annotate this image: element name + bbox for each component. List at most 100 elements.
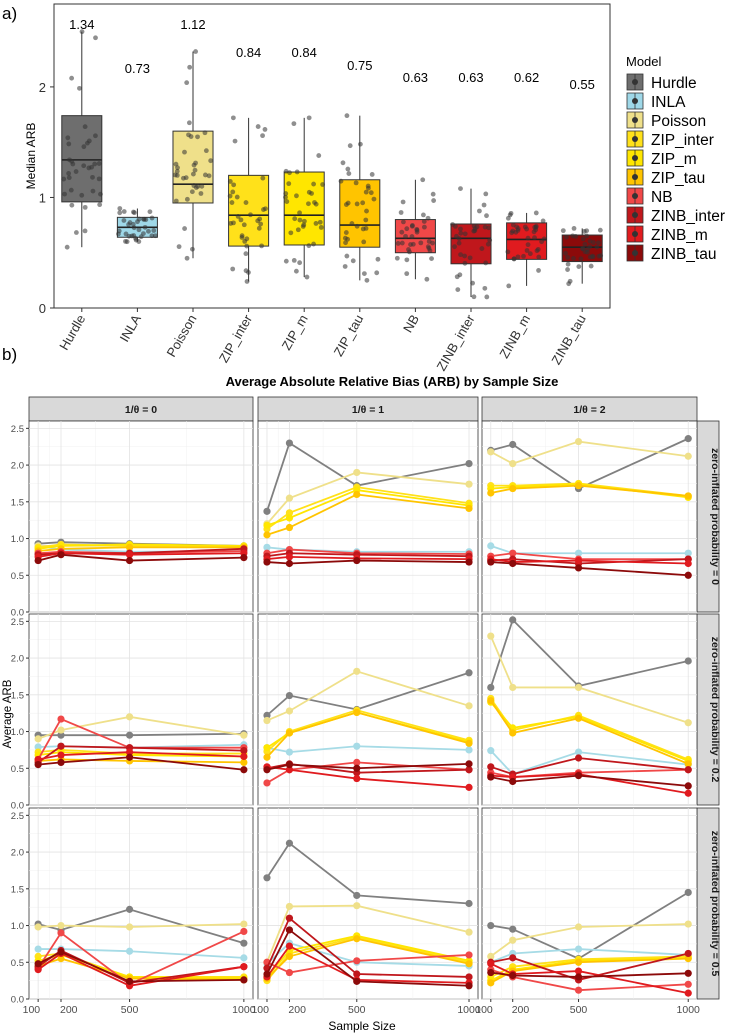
jitter-point [573, 234, 579, 239]
jitter-point [560, 228, 566, 234]
jitter-point [462, 231, 468, 237]
series-point [353, 758, 361, 766]
jitter-point [81, 144, 87, 150]
jitter-point [539, 239, 545, 245]
legend-label: INLA [651, 94, 686, 111]
jitter-point [227, 193, 233, 199]
jitter-point [292, 216, 298, 222]
series-point [125, 947, 134, 955]
jitter-point [576, 264, 582, 270]
jitter-point [360, 200, 366, 206]
jitter-point [283, 194, 288, 200]
series-point [285, 926, 294, 934]
facet-background [481, 807, 698, 1000]
series-line [266, 934, 470, 978]
jitter-point [193, 49, 199, 54]
jitter-point [414, 227, 420, 233]
series-point [487, 921, 495, 930]
jitter-point [206, 173, 212, 179]
series-point [34, 760, 42, 769]
jitter-point [227, 179, 233, 184]
series-point [465, 558, 473, 566]
jitter-point [462, 260, 468, 266]
series-point [240, 963, 248, 971]
jitter-point [590, 240, 596, 245]
jitter-point [565, 261, 571, 267]
series-point [353, 764, 361, 772]
facet-panel [28, 420, 254, 613]
series-point [574, 754, 583, 762]
series-point [353, 468, 361, 477]
y-axis-label: Average ARB [2, 679, 14, 748]
jitter-point [193, 185, 199, 190]
series-line [266, 904, 470, 963]
series-point [509, 777, 517, 786]
series-point [487, 448, 495, 456]
jitter-point [260, 133, 265, 139]
series-point [487, 489, 495, 497]
jitter-point [374, 270, 380, 276]
jitter-point [98, 191, 103, 197]
legend-item: ZIP_inter [626, 130, 714, 149]
series-point [285, 760, 294, 769]
jitter-point [565, 254, 571, 260]
jitter-point [297, 260, 303, 266]
series-point [57, 715, 65, 723]
series-point [487, 960, 495, 968]
jitter-point [143, 217, 149, 223]
jitter-point [581, 229, 587, 234]
jitter-point [532, 235, 537, 241]
x-tick-label: ZIP_m [279, 312, 311, 353]
series-point [465, 746, 473, 754]
series-point [57, 742, 65, 750]
jitter-point [66, 175, 72, 181]
jitter-point [284, 199, 290, 204]
series-point [509, 729, 517, 737]
jitter-point [92, 161, 98, 167]
facet-panel [28, 613, 254, 806]
jitter-point [140, 231, 146, 236]
legend-key-dot [632, 212, 638, 218]
jitter-point [409, 234, 415, 239]
median-annotation: 0.63 [403, 70, 428, 85]
jitter-point [184, 80, 190, 86]
legend-label: ZIP_m [651, 151, 697, 168]
series-point [465, 480, 473, 488]
jitter-point [536, 254, 542, 260]
jitter-point [587, 254, 593, 260]
series-line [266, 745, 470, 754]
series-line [37, 930, 245, 986]
series-point [285, 494, 294, 502]
jitter-point [304, 274, 310, 280]
jitter-point [408, 242, 413, 247]
facet-panel [481, 613, 698, 806]
jitter-point [306, 201, 311, 207]
series-point [574, 973, 583, 981]
jitter-point [260, 175, 266, 181]
jitter-point [471, 223, 477, 229]
series-point [240, 766, 248, 774]
y-tick-label: 1.5 [11, 884, 24, 895]
series-line [38, 756, 244, 771]
jitter-point [364, 208, 369, 214]
jitter-point [294, 169, 300, 175]
series-line [490, 757, 689, 776]
facet-strip-right-label: zero-inflated probability = 0.5 [709, 831, 721, 977]
x-axis-label: Sample Size [328, 1019, 396, 1033]
jitter-point [117, 206, 123, 211]
jitter-point [123, 231, 129, 237]
jitter-point [483, 260, 489, 266]
series-line [490, 545, 689, 555]
jitter-point [184, 255, 190, 261]
jitter-point [79, 29, 85, 35]
jitter-point [338, 178, 344, 184]
jitter-point [565, 267, 570, 272]
series-point [285, 968, 294, 977]
y-tick-label: 1.5 [11, 497, 24, 508]
facet-panel [257, 613, 479, 806]
series-line [266, 670, 470, 722]
facet-strip-top [28, 396, 254, 422]
jitter-point [400, 199, 406, 205]
jitter-point [231, 182, 237, 188]
jitter-point [192, 167, 198, 173]
